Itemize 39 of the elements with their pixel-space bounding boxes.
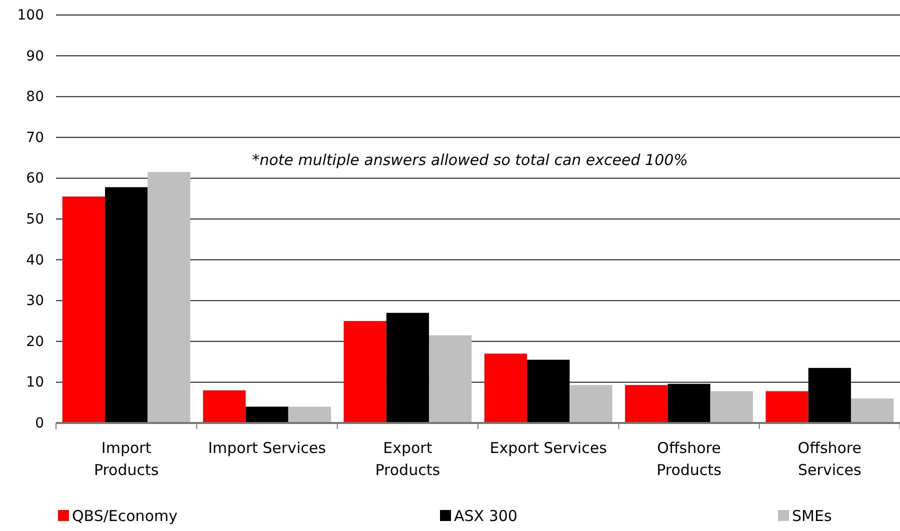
bar: [344, 321, 386, 423]
y-tick-label: 100: [17, 7, 44, 24]
bar: [710, 391, 753, 423]
y-tick-label: 30: [26, 293, 44, 310]
bar: [766, 391, 808, 423]
y-tick-label: 10: [26, 374, 44, 391]
bar: [105, 187, 148, 423]
bar: [808, 368, 851, 423]
bar: [625, 385, 668, 423]
legend-label: QBS/Economy: [72, 507, 178, 525]
legend-label: SMEs: [792, 507, 832, 525]
bar: [288, 406, 331, 423]
bar: [246, 406, 288, 423]
bar: [484, 354, 528, 423]
y-tick-label: 40: [26, 252, 44, 268]
x-tick-label: Import Services: [208, 439, 326, 457]
bar: [850, 398, 894, 423]
y-tick-label: 50: [26, 211, 44, 228]
bar: [570, 385, 612, 423]
bar: [668, 384, 710, 423]
x-tick-label: Offshore Services: [798, 439, 862, 479]
bar: [428, 335, 472, 423]
x-tick-label: Export Products: [375, 439, 440, 479]
x-tick-label: Export Services: [490, 439, 608, 457]
legend-label: ASX 300: [454, 507, 518, 525]
annotation: *note multiple answers allowed so total can exceed 100%: [252, 151, 688, 169]
y-tick-label: 90: [26, 48, 44, 64]
bar: [203, 390, 246, 423]
bar: [386, 312, 429, 423]
y-tick-label: 60: [26, 170, 44, 187]
y-tick-label: 0: [35, 415, 44, 432]
y-tick-label: 80: [26, 89, 44, 106]
bar: [62, 196, 106, 423]
bar: [148, 172, 190, 423]
x-tick-label: Import Products: [94, 439, 159, 479]
bar: [527, 360, 570, 423]
x-tick-label: Offshore Products: [656, 439, 722, 479]
y-tick-label: 70: [26, 130, 44, 146]
y-tick-label: 20: [26, 334, 44, 350]
